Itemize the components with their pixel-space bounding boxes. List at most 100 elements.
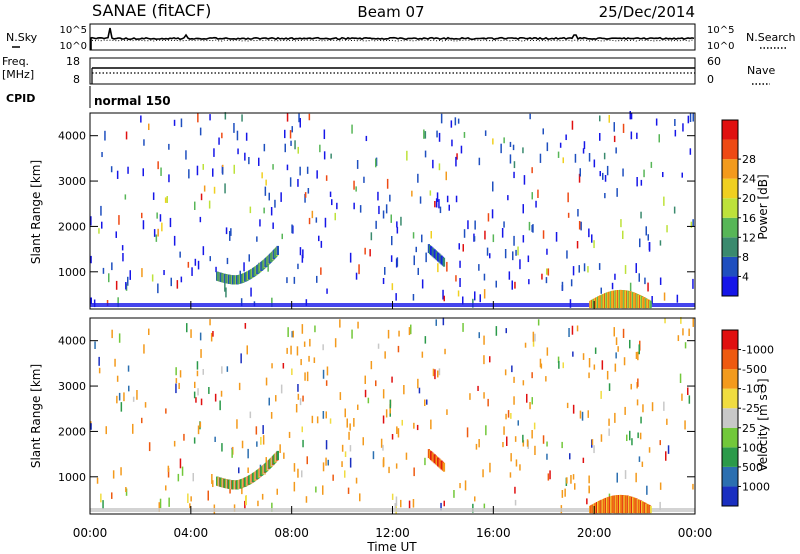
power-echo	[329, 191, 332, 197]
velocity-echo	[503, 426, 505, 435]
power-echo	[225, 227, 228, 235]
velocity-echo	[421, 351, 424, 358]
velocity-echo	[478, 439, 480, 448]
velocity-echo	[681, 393, 683, 401]
power-echo	[484, 230, 486, 240]
velocity-echo	[271, 363, 273, 369]
power-echo	[274, 199, 276, 208]
velocity-echo	[344, 408, 346, 418]
velocity-echo	[614, 363, 617, 372]
velocity-echo	[562, 362, 564, 369]
velocity-echo	[125, 488, 128, 496]
power-echo	[557, 151, 560, 158]
power-y-tick-label: 4000	[58, 130, 86, 143]
velocity-echo	[635, 351, 638, 359]
power-echo	[291, 224, 293, 234]
velocity-echo	[586, 498, 588, 505]
velocity-colorbar-tick-label: 25	[742, 422, 756, 435]
power-echo	[325, 175, 328, 181]
power-echo	[199, 216, 202, 223]
velocity-echo	[326, 366, 329, 376]
freq-unit-label: [MHz]	[2, 68, 34, 81]
velocity-echo	[582, 353, 585, 360]
velocity-echo	[202, 369, 204, 375]
velocity-echo	[306, 371, 309, 382]
velocity-ground-scatter	[649, 505, 652, 514]
power-patch	[430, 246, 433, 256]
velocity-echo	[434, 369, 436, 380]
power-echo	[173, 235, 176, 246]
velocity-echo	[296, 346, 299, 356]
power-echo	[316, 275, 318, 283]
power-echo	[233, 123, 235, 133]
power-echo	[606, 165, 609, 176]
velocity-echo	[591, 439, 594, 446]
velocity-echo	[626, 434, 628, 442]
velocity-echo	[364, 375, 366, 384]
power-echo	[599, 171, 601, 177]
velocity-echo	[495, 326, 498, 336]
power-echo	[411, 190, 413, 197]
power-echo	[587, 266, 589, 273]
velocity-echo	[341, 461, 343, 468]
power-echo	[208, 200, 211, 209]
velocity-echo	[477, 385, 479, 391]
power-echo	[353, 180, 355, 190]
velocity-echo	[247, 467, 249, 473]
velocity-echo	[341, 444, 344, 452]
power-echo	[330, 153, 332, 159]
velocity-echo	[98, 356, 100, 366]
velocity-echo	[96, 477, 99, 484]
power-echo	[458, 243, 460, 250]
power-echo	[90, 216, 92, 226]
velocity-echo	[275, 395, 277, 402]
velocity-echo	[616, 472, 618, 483]
velocity-echo	[435, 319, 437, 326]
velocity-echo	[199, 332, 202, 341]
power-echo	[659, 277, 662, 285]
power-echo	[226, 257, 229, 265]
velocity-echo	[332, 474, 334, 481]
velocity-echo	[316, 416, 319, 424]
power-echo	[460, 145, 463, 154]
velocity-echo	[370, 361, 373, 370]
power-echo	[519, 259, 521, 270]
velocity-echo	[582, 457, 585, 464]
velocity-echo	[118, 392, 121, 401]
power-echo	[542, 230, 545, 239]
power-colorbar-segment	[722, 178, 738, 199]
nsky-panel	[89, 23, 696, 51]
velocity-echo	[418, 387, 421, 394]
velocity-echo	[522, 440, 525, 447]
velocity-echo	[194, 381, 196, 389]
velocity-echo	[558, 361, 560, 369]
velocity-colorbar-segment	[722, 447, 738, 467]
power-echo	[349, 252, 352, 263]
velocity-echo	[665, 451, 667, 461]
velocity-echo	[608, 418, 610, 426]
velocity-echo	[382, 389, 385, 399]
velocity-echo	[268, 397, 270, 406]
power-echo	[90, 255, 92, 264]
velocity-colorbar-segment	[722, 349, 738, 370]
power-echo	[578, 221, 581, 230]
power-echo	[674, 129, 677, 137]
power-echo	[438, 132, 441, 142]
power-echo	[456, 153, 458, 160]
power-echo	[598, 263, 601, 270]
velocity-echo	[469, 393, 471, 400]
power-ground-scatter	[649, 300, 652, 309]
velocity-echo	[271, 502, 273, 512]
power-colorbar-segment	[722, 120, 738, 140]
velocity-echo	[537, 319, 540, 326]
velocity-echo	[286, 347, 288, 354]
power-echo	[450, 120, 453, 128]
velocity-echo	[348, 431, 350, 440]
power-echo	[304, 193, 306, 203]
power-features	[216, 244, 652, 309]
power-patch	[437, 252, 440, 262]
velocity-echo	[261, 493, 264, 500]
power-echo	[455, 275, 457, 282]
velocity-echo	[666, 418, 668, 425]
velocity-echo	[212, 480, 214, 488]
